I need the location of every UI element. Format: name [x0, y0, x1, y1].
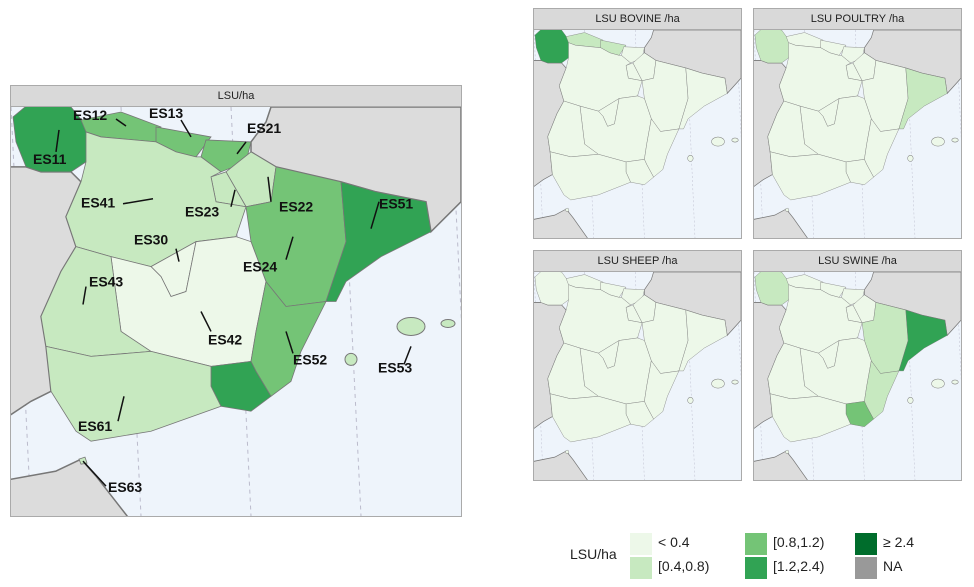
region-ES53[interactable]	[396, 316, 426, 336]
leader-line	[175, 248, 180, 262]
region-ES53[interactable]	[907, 397, 914, 404]
region-ES11[interactable]	[12, 107, 92, 173]
region-ES53[interactable]	[711, 136, 725, 147]
region-ES61[interactable]	[45, 345, 222, 442]
swine-map-panel: LSU SWINE /ha	[753, 250, 962, 481]
leader-line	[55, 129, 60, 152]
region-label: ES63	[108, 479, 142, 495]
main-map: ES11 ES12 ES13 ES21 ES22 ES23 ES24 ES30 ES41 ES42…	[11, 107, 461, 516]
region-ES53[interactable]	[687, 397, 694, 404]
region-ES53[interactable]	[951, 137, 959, 143]
leader-line	[370, 201, 380, 229]
sheep-map-panel: LSU SHEEP /ha	[533, 250, 742, 481]
legend-swatch-0	[630, 533, 652, 555]
region-ES53[interactable]	[907, 155, 914, 162]
leader-line	[122, 198, 154, 205]
region-ES51[interactable]	[898, 67, 948, 130]
legend-label: [0.4,0.8)	[658, 558, 710, 574]
legend-title: LSU/ha	[570, 546, 617, 562]
legend: LSU/ha < 0.4 [0.4,0.8) [0.8,1.2) [1.2,2.…	[570, 530, 970, 584]
poultry-map-title: LSU POULTRY /ha	[754, 9, 961, 30]
region-ES63[interactable]	[565, 449, 570, 454]
leader-line	[236, 141, 247, 155]
leader-line	[200, 311, 212, 332]
region-ES53[interactable]	[731, 379, 739, 385]
bovine-map-title: LSU BOVINE /ha	[534, 9, 741, 30]
region-label: ES13	[149, 107, 183, 121]
region-ES11[interactable]	[754, 272, 791, 306]
region-label: ES53	[378, 359, 412, 375]
region-ES53[interactable]	[440, 318, 456, 328]
region-label: ES12	[73, 107, 107, 123]
sheep-map-title: LSU SHEEP /ha	[534, 251, 741, 272]
bovine-map-panel: LSU BOVINE /ha	[533, 8, 742, 239]
region-ES11[interactable]	[534, 30, 571, 64]
region-ES52[interactable]	[864, 118, 900, 178]
region-label: ES41	[81, 195, 115, 211]
poultry-map	[754, 30, 961, 238]
region-ES61[interactable]	[549, 393, 631, 443]
region-ES53[interactable]	[931, 136, 945, 147]
region-label: ES22	[279, 199, 313, 215]
region-label: ES61	[78, 418, 112, 434]
legend-swatch-5	[855, 557, 877, 579]
region-label: ES24	[243, 259, 277, 275]
region-ES63[interactable]	[785, 207, 790, 212]
region-ES52[interactable]	[864, 360, 900, 420]
leader-line	[117, 396, 125, 422]
region-ES51[interactable]	[678, 67, 728, 130]
leader-line	[82, 460, 107, 487]
region-ES52[interactable]	[644, 360, 680, 420]
region-ES63[interactable]	[565, 207, 570, 212]
leader-line	[403, 346, 412, 365]
region-ES53[interactable]	[711, 378, 725, 389]
leader-line	[285, 331, 294, 354]
swine-map	[754, 272, 961, 480]
region-ES51[interactable]	[898, 309, 948, 372]
region-ES61[interactable]	[549, 151, 631, 201]
legend-swatch-3	[745, 557, 767, 579]
leader-line	[82, 286, 87, 305]
region-ES63[interactable]	[785, 449, 790, 454]
region-label: ES51	[379, 196, 413, 212]
legend-label: NA	[883, 558, 903, 574]
main-map-panel: LSU/ha ES11 ES12 ES13 ES21 ES22 ES23 ES24 ES30 E…	[10, 85, 462, 517]
legend-swatch-1	[630, 557, 652, 579]
main-map-title: LSU/ha	[11, 86, 461, 107]
region-label: ES23	[185, 204, 219, 220]
leader-line	[180, 119, 192, 138]
region-label: ES42	[208, 331, 242, 347]
region-ES11[interactable]	[534, 272, 571, 306]
region-ES53[interactable]	[731, 137, 739, 143]
region-ES61[interactable]	[769, 151, 851, 201]
legend-swatch-2	[745, 533, 767, 555]
legend-swatch-4	[855, 533, 877, 555]
leader-line	[230, 189, 236, 207]
leader-line	[285, 236, 294, 260]
legend-label: < 0.4	[658, 534, 690, 550]
swine-map-title: LSU SWINE /ha	[754, 251, 961, 272]
region-ES11[interactable]	[754, 30, 791, 64]
bovine-map	[534, 30, 741, 238]
region-label: ES43	[89, 274, 123, 290]
region-ES61[interactable]	[769, 393, 851, 443]
region-label: ES11	[33, 151, 67, 167]
poultry-map-panel: LSU POULTRY /ha	[753, 8, 962, 239]
region-ES51[interactable]	[678, 309, 728, 372]
leader-line	[115, 118, 127, 127]
region-label: ES21	[247, 120, 281, 136]
region-ES53[interactable]	[344, 352, 358, 366]
legend-label: [0.8,1.2)	[773, 534, 825, 550]
region-label: ES52	[293, 351, 327, 367]
region-ES53[interactable]	[687, 155, 694, 162]
region-ES53[interactable]	[951, 379, 959, 385]
region-ES53[interactable]	[931, 378, 945, 389]
legend-label: [1.2,2.4)	[773, 558, 825, 574]
region-label: ES30	[134, 232, 168, 248]
region-ES52[interactable]	[644, 118, 680, 178]
sheep-map	[534, 272, 741, 480]
region-ES51[interactable]	[325, 181, 432, 302]
leader-line	[267, 176, 272, 202]
legend-label: ≥ 2.4	[883, 534, 915, 550]
